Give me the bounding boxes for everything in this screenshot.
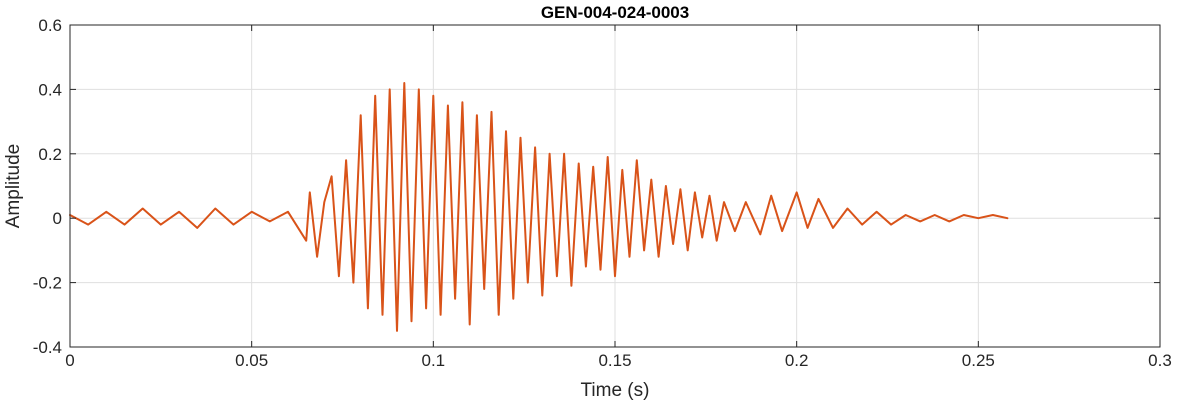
series-line bbox=[69, 82, 1009, 332]
y-axis-label: Amplitude bbox=[3, 144, 24, 229]
x-axis-label: Time (s) bbox=[581, 380, 650, 401]
x-tick-label: 0.2 bbox=[785, 351, 809, 370]
series-layer bbox=[69, 82, 1009, 332]
x-tick-label: 0.15 bbox=[598, 351, 631, 370]
x-tick-label: 0.25 bbox=[962, 351, 995, 370]
y-tick-label: 0.2 bbox=[38, 145, 62, 164]
x-tick-label: 0.3 bbox=[1148, 351, 1172, 370]
y-tick-label: -0.2 bbox=[33, 274, 62, 293]
x-tick-label: 0.05 bbox=[235, 351, 268, 370]
x-tick-label: 0 bbox=[65, 351, 74, 370]
ticks: 0 0.05 0.1 0.15 0.2 0.25 0.3 -0.4 -0.2 0 0.2 0.4 0.6 bbox=[33, 16, 1172, 370]
y-tick-label: -0.4 bbox=[33, 338, 62, 357]
y-tick-label: 0.4 bbox=[38, 80, 62, 99]
x-tick-label: 0.1 bbox=[422, 351, 446, 370]
chart-title: GEN-004-024-0003 bbox=[541, 3, 689, 22]
y-tick-label: 0.6 bbox=[38, 16, 62, 35]
y-tick-label: 0 bbox=[53, 209, 62, 228]
